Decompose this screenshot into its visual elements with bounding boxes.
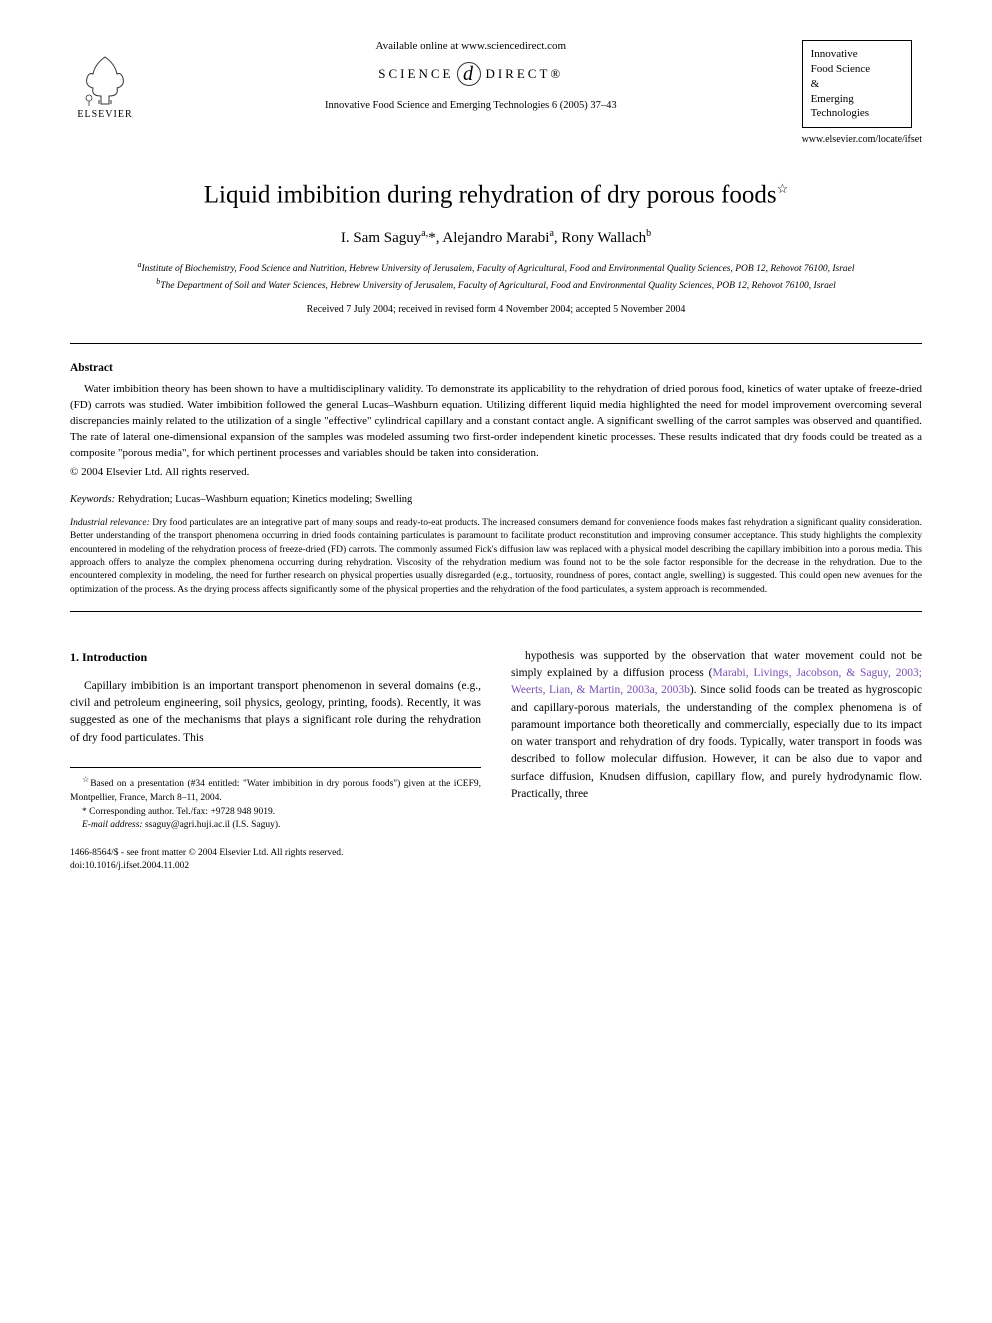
abstract-body: Water imbibition theory has been shown t… bbox=[70, 382, 922, 462]
elsevier-tree-icon bbox=[75, 52, 135, 107]
at-icon: d bbox=[457, 62, 481, 86]
intro-para-right: hypothesis was supported by the observat… bbox=[511, 648, 922, 803]
industrial-relevance: Industrial relevance: Dry food particula… bbox=[70, 517, 922, 597]
journal-line: Technologies bbox=[811, 106, 903, 121]
journal-title-box: Innovative Food Science & Emerging Techn… bbox=[802, 40, 912, 128]
sd-left: SCIENCE bbox=[378, 66, 453, 82]
journal-line: Emerging bbox=[811, 92, 903, 107]
header-center: Available online at www.sciencedirect.co… bbox=[140, 40, 802, 111]
affiliation-a-text: Institute of Biochemistry, Food Science … bbox=[141, 264, 854, 274]
email-value: ssaguy@agri.huji.ac.il (I.S. Saguy). bbox=[145, 820, 280, 830]
journal-line: Food Science bbox=[811, 62, 903, 77]
journal-box-wrap: Innovative Food Science & Emerging Techn… bbox=[802, 40, 922, 145]
elsevier-logo: ELSEVIER bbox=[70, 40, 140, 120]
abstract-copyright: © 2004 Elsevier Ltd. All rights reserved… bbox=[70, 466, 922, 478]
affiliations: aInstitute of Biochemistry, Food Science… bbox=[70, 259, 922, 295]
relevance-text: Dry food particulates are an integrative… bbox=[70, 518, 922, 594]
journal-line: & bbox=[811, 77, 903, 92]
rule-bottom bbox=[70, 611, 922, 612]
affiliation-b-text: The Department of Soil and Water Science… bbox=[160, 282, 836, 292]
footnote-corresponding: * Corresponding author. Tel./fax: +9728 … bbox=[70, 806, 481, 820]
article-title: Liquid imbibition during rehydration of … bbox=[70, 181, 922, 209]
locate-url: www.elsevier.com/locate/ifset bbox=[802, 134, 922, 145]
footnotes: ☆Based on a presentation (#34 entitled: … bbox=[70, 767, 481, 833]
body-columns: 1. Introduction Capillary imbibition is … bbox=[70, 648, 922, 874]
abstract-heading: Abstract bbox=[70, 362, 922, 374]
bottom-meta: 1466-8564/$ - see front matter © 2004 El… bbox=[70, 847, 481, 874]
rule-top bbox=[70, 343, 922, 344]
left-column: 1. Introduction Capillary imbibition is … bbox=[70, 648, 481, 874]
intro-para-left: Capillary imbibition is an important tra… bbox=[70, 678, 481, 747]
footnote-email: E-mail address: ssaguy@agri.huji.ac.il (… bbox=[70, 819, 481, 833]
page-header: ELSEVIER Available online at www.science… bbox=[70, 40, 922, 145]
keywords: Keywords: Rehydration; Lucas–Washburn eq… bbox=[70, 494, 922, 505]
history-dates: Received 7 July 2004; received in revise… bbox=[70, 304, 922, 315]
title-footnote-marker: ☆ bbox=[777, 181, 789, 196]
authors: I. Sam Saguya,*, Alejandro Marabia, Rony… bbox=[70, 228, 922, 247]
footnote-star: ☆Based on a presentation (#34 entitled: … bbox=[70, 774, 481, 806]
relevance-label: Industrial relevance: bbox=[70, 518, 150, 528]
doi-line: doi:10.1016/j.ifset.2004.11.002 bbox=[70, 860, 481, 873]
keywords-label: Keywords: bbox=[70, 494, 115, 505]
footnote-star-text: Based on a presentation (#34 entitled: "… bbox=[70, 779, 481, 803]
right-column: hypothesis was supported by the observat… bbox=[511, 648, 922, 874]
affiliation-b: bThe Department of Soil and Water Scienc… bbox=[70, 276, 922, 294]
issn-line: 1466-8564/$ - see front matter © 2004 El… bbox=[70, 847, 481, 860]
sciencedirect-logo: SCIENCE d DIRECT® bbox=[378, 62, 563, 86]
right-post: ). Since solid foods can be treated as h… bbox=[511, 684, 922, 800]
email-label: E-mail address: bbox=[82, 820, 143, 830]
sd-right: DIRECT® bbox=[485, 66, 563, 82]
keywords-text: Rehydration; Lucas–Washburn equation; Ki… bbox=[118, 494, 413, 505]
title-text: Liquid imbibition during rehydration of … bbox=[204, 182, 777, 209]
journal-line: Innovative bbox=[811, 47, 903, 62]
affiliation-a: aInstitute of Biochemistry, Food Science… bbox=[70, 259, 922, 277]
elsevier-label: ELSEVIER bbox=[77, 109, 132, 120]
citation-line: Innovative Food Science and Emerging Tec… bbox=[160, 100, 782, 111]
section-heading-intro: 1. Introduction bbox=[70, 648, 481, 666]
available-online-text: Available online at www.sciencedirect.co… bbox=[160, 40, 782, 52]
